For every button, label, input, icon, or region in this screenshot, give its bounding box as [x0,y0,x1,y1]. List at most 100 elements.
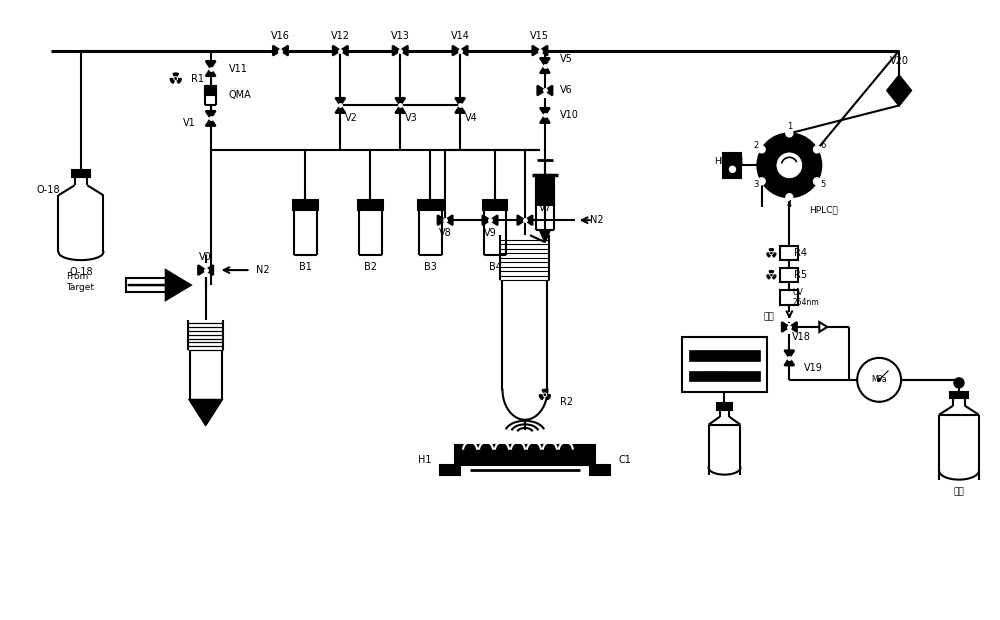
Text: V9: V9 [484,228,496,238]
Polygon shape [517,215,525,225]
Text: V11: V11 [229,63,247,74]
Polygon shape [206,69,216,76]
Text: V1: V1 [183,118,196,128]
Wedge shape [767,253,771,257]
Circle shape [814,178,820,185]
Circle shape [877,378,881,382]
Text: MPa: MPa [871,375,887,384]
Polygon shape [72,170,90,177]
Text: B1: B1 [299,262,312,272]
Text: R2: R2 [560,397,573,407]
Text: V16: V16 [271,30,290,41]
Text: V10: V10 [560,110,579,120]
Polygon shape [333,46,340,55]
Text: R1: R1 [191,74,204,84]
Polygon shape [490,215,498,225]
Text: V14: V14 [451,30,470,41]
Circle shape [786,194,793,201]
Text: V6: V6 [560,86,573,95]
Polygon shape [190,400,222,425]
Text: B4: B4 [489,262,501,272]
Circle shape [729,166,735,172]
Circle shape [954,378,964,388]
Wedge shape [170,79,176,83]
Polygon shape [340,46,348,55]
Text: V20: V20 [890,56,909,66]
Circle shape [786,130,793,137]
Text: 2: 2 [753,141,758,151]
Text: O-18: O-18 [69,267,93,277]
Text: V12: V12 [331,30,350,41]
Circle shape [175,78,176,79]
Text: HPLC柱: HPLC柱 [809,206,838,215]
Polygon shape [205,86,216,95]
Polygon shape [887,76,911,105]
Circle shape [771,275,772,276]
Circle shape [814,146,820,153]
Text: C1: C1 [618,454,631,464]
Polygon shape [206,61,216,69]
Text: 废液: 废液 [764,312,774,322]
Circle shape [757,133,821,197]
Polygon shape [950,392,968,398]
Polygon shape [460,46,468,55]
Circle shape [770,252,773,254]
Polygon shape [784,350,794,358]
Polygon shape [206,111,216,118]
Polygon shape [280,46,288,55]
Polygon shape [525,215,532,225]
Text: N2: N2 [590,215,603,225]
Text: V7: V7 [538,203,551,213]
Polygon shape [483,215,490,225]
Text: V13: V13 [391,30,410,41]
Circle shape [776,152,803,179]
Text: 4: 4 [787,200,792,209]
Wedge shape [771,275,776,279]
Polygon shape [293,200,318,210]
Polygon shape [198,265,206,275]
Polygon shape [819,322,827,332]
Polygon shape [418,200,443,210]
Text: UV Lamp: UV Lamp [707,371,742,380]
Polygon shape [206,265,213,275]
Polygon shape [483,200,507,210]
Text: B3: B3 [424,262,437,272]
Polygon shape [400,46,408,55]
Polygon shape [789,322,797,332]
Polygon shape [166,270,191,300]
Circle shape [758,146,765,153]
Wedge shape [539,395,545,399]
Text: R5: R5 [794,270,807,280]
Circle shape [770,274,773,277]
Text: V3: V3 [405,113,418,123]
Polygon shape [540,46,547,55]
Text: 3: 3 [753,180,758,189]
Text: V19: V19 [804,363,823,373]
Polygon shape [545,86,552,95]
Text: V2: V2 [345,113,358,123]
Text: O-18: O-18 [36,185,60,195]
Wedge shape [769,249,774,253]
Polygon shape [540,58,550,66]
Text: 产品: 产品 [954,487,964,496]
Text: B2: B2 [364,262,377,272]
Text: UV power: UV power [706,351,743,360]
Polygon shape [273,46,280,55]
Polygon shape [540,108,550,115]
Circle shape [543,393,547,396]
Text: 1: 1 [787,122,792,131]
FancyBboxPatch shape [440,464,460,475]
Circle shape [544,394,546,396]
Polygon shape [540,230,550,242]
Polygon shape [206,118,216,126]
Polygon shape [393,46,400,55]
Wedge shape [771,253,776,257]
Polygon shape [335,105,345,113]
Text: V18: V18 [792,332,811,342]
Text: V5: V5 [560,53,573,64]
FancyBboxPatch shape [780,268,798,282]
Polygon shape [438,215,445,225]
Text: R4: R4 [794,248,807,258]
Circle shape [771,252,772,254]
FancyBboxPatch shape [682,337,767,392]
